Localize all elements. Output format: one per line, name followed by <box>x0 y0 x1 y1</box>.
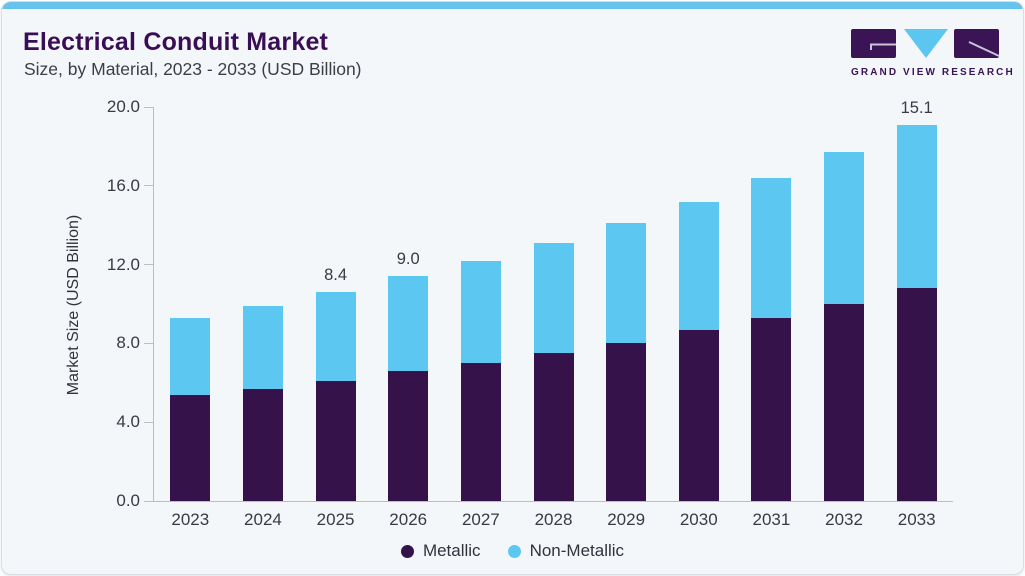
x-tick-label-2027: 2027 <box>461 510 500 529</box>
bar-2024-metallic <box>242 388 283 501</box>
x-tick-label-2023: 2023 <box>171 510 210 529</box>
bar-2024 <box>242 305 283 501</box>
bar-2024-non-metallic <box>242 305 283 389</box>
bar-2030-metallic <box>678 329 719 501</box>
bar-2025-non-metallic <box>315 292 356 381</box>
bar-2031-metallic <box>751 317 792 501</box>
bar-2033-metallic <box>896 288 937 501</box>
bar-value-label-2026: 9.0 <box>396 250 420 269</box>
bar-2032 <box>824 152 865 501</box>
bar-2033-non-metallic <box>896 124 937 289</box>
y-tick-label-16.0: 16.0 <box>106 175 140 195</box>
gvr-logo-icon <box>851 29 1000 58</box>
y-tick-0.0 <box>144 500 154 502</box>
bar-2026 <box>388 276 429 501</box>
legend-dot-icon <box>507 544 521 558</box>
bar-2029-non-metallic <box>606 223 647 344</box>
legend-dot-icon <box>400 544 414 558</box>
plot-area: 0.0 4.0 8.0 12.0 16.0 20.0 2023 2024 8.4 2025 9.0 2… <box>107 97 953 529</box>
page-title: Electrical Conduit Market <box>23 28 329 56</box>
bar-value-label-2025: 8.4 <box>324 266 348 285</box>
x-tick-label-2029: 2029 <box>607 510 646 529</box>
x-tick-label-2032: 2032 <box>825 510 863 529</box>
bar-2025 <box>315 292 356 501</box>
bar-2029 <box>606 223 647 501</box>
bar-2023 <box>170 317 211 501</box>
top-accent-bar <box>2 2 1023 9</box>
bar-2025-metallic <box>315 380 356 501</box>
x-tick-label-2025: 2025 <box>316 510 355 529</box>
legend: Metallic Non-Metallic <box>2 541 1023 561</box>
legend-label: Metallic <box>422 541 481 560</box>
bar-2026-metallic <box>388 370 429 501</box>
y-tick-label-0.0: 0.0 <box>116 491 140 510</box>
bar-2030 <box>678 201 719 501</box>
bar-2032-metallic <box>824 304 865 501</box>
legend-label: Non-Metallic <box>529 541 625 560</box>
y-tick-20.0 <box>144 106 154 108</box>
bar-value-label-2033: 15.1 <box>900 98 933 117</box>
y-tick-label-4.0: 4.0 <box>116 412 140 432</box>
y-tick-8.0 <box>144 342 154 344</box>
x-tick-label-2033: 2033 <box>897 510 936 529</box>
bar-2031-non-metallic <box>751 177 792 318</box>
bar-2027-non-metallic <box>460 260 501 364</box>
y-tick-16.0 <box>144 185 154 187</box>
x-tick-label-2028: 2028 <box>534 510 573 529</box>
bar-2023-non-metallic <box>170 317 211 395</box>
legend-item-non-metallic: Non-Metallic <box>507 541 625 561</box>
bar-2028-metallic <box>533 353 574 501</box>
bar-2028-non-metallic <box>533 242 574 354</box>
y-tick-label-8.0: 8.0 <box>116 333 140 353</box>
x-tick-label-2024: 2024 <box>244 510 282 529</box>
y-tick-label-12.0: 12.0 <box>106 254 140 274</box>
bar-2030-non-metallic <box>678 201 719 330</box>
y-axis-title: Market Size (USD Billion) <box>65 214 82 396</box>
bar-2029-metallic <box>606 343 647 501</box>
y-tick-4.0 <box>144 421 154 423</box>
bar-2033 <box>896 124 937 501</box>
page-subtitle: Size, by Material, 2023 - 2033 (USD Bill… <box>24 59 362 79</box>
grand-view-research-logo: GRAND VIEW RESEARCH <box>851 29 1015 78</box>
x-tick-label-2030: 2030 <box>679 510 718 529</box>
x-tick-label-2026: 2026 <box>389 510 428 529</box>
bar-2023-metallic <box>170 394 211 501</box>
x-tick-label-2031: 2031 <box>752 510 791 529</box>
y-tick-label-20.0: 20.0 <box>106 97 140 116</box>
bar-2027-metallic <box>460 363 501 501</box>
bar-2027 <box>460 260 501 501</box>
bar-2028 <box>533 242 574 501</box>
legend-item-metallic: Metallic <box>400 541 481 561</box>
y-tick-12.0 <box>144 264 154 266</box>
bar-2032-non-metallic <box>824 152 865 304</box>
bar-2031 <box>751 177 792 501</box>
logo-text: GRAND VIEW RESEARCH <box>851 67 1015 78</box>
bar-2026-non-metallic <box>388 276 429 371</box>
